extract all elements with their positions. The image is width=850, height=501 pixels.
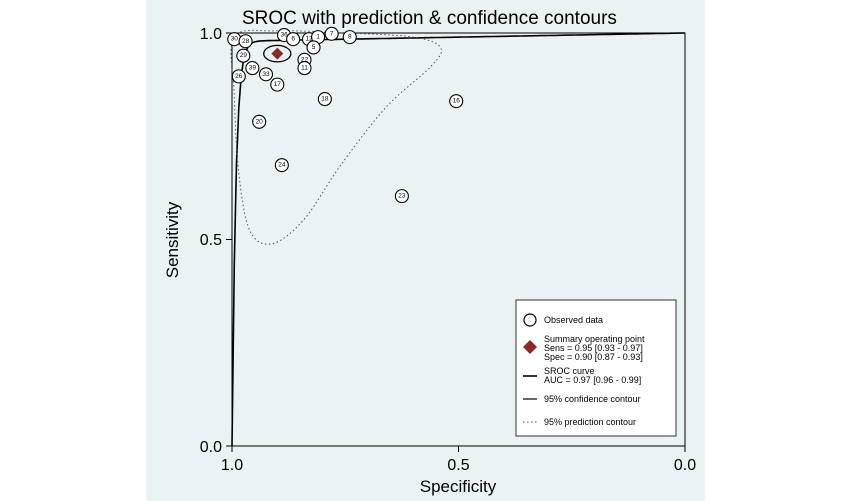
observed-point-11 (297, 61, 312, 76)
observed-point-label-30: 30 (231, 36, 239, 43)
legend: Observed data Summary operating point Se… (515, 299, 677, 437)
x-tick-label-0.5: 0.5 (447, 457, 469, 474)
observed-point-label-5: 5 (312, 44, 316, 51)
observed-point-label-20: 20 (256, 118, 264, 125)
observed-point-18 (317, 92, 332, 107)
observed-point-28 (238, 34, 253, 49)
legend-summary-spec: Spec = 0.90 [0.87 - 0.93] (544, 352, 643, 362)
legend-summary-sens: Sens = 0.95 [0.93 - 0.97] (544, 343, 643, 353)
observed-point-label-6: 6 (291, 36, 295, 43)
observed-point-17 (270, 77, 285, 92)
y-tick-label-1: 1.0 (200, 26, 222, 43)
x-axis-label: Specificity (420, 477, 497, 496)
observed-point-label-11: 11 (301, 65, 308, 72)
sroc-chart: SROC with prediction & confidence contou… (163, 8, 696, 496)
observed-point-16 (449, 94, 464, 109)
chart-title: SROC with prediction & confidence contou… (242, 8, 617, 29)
observed-point-label-39: 39 (249, 65, 257, 72)
observed-point-8 (342, 30, 357, 45)
observed-point-7 (324, 26, 339, 41)
summary-point-layer (271, 47, 284, 60)
observed-point-label-28: 28 (242, 38, 250, 45)
observed-point-label-16: 16 (453, 98, 461, 105)
y-tick-label-0.5: 0.5 (200, 232, 222, 249)
legend-summary-marker (523, 340, 537, 354)
observed-point-label-18: 18 (321, 96, 329, 103)
observed-point-label-29: 29 (240, 52, 248, 59)
observed-point-label-23: 23 (398, 193, 406, 200)
observed-point-6 (286, 32, 301, 47)
legend-confidence-label: 95% confidence contour (544, 394, 641, 404)
observed-point-label-8: 8 (348, 34, 352, 41)
observed-point-label-33: 33 (262, 71, 270, 78)
x-tick-label-1: 1.0 (221, 457, 243, 474)
y-tick-label-0: 0.0 (200, 439, 222, 456)
observed-point-23 (394, 189, 409, 204)
observed-point-39 (245, 61, 260, 76)
legend-sroc-title: SROC curve (544, 366, 595, 376)
observed-point-20 (252, 114, 267, 129)
prediction-contour (230, 29, 443, 245)
confidence-contour (263, 44, 292, 63)
observed-point-24 (274, 158, 289, 173)
observed-point-33 (258, 67, 274, 82)
summary-operating-point (271, 47, 284, 60)
observed-point-label-26: 26 (235, 73, 243, 80)
legend-sroc-auc: AUC = 0.97 [0.96 - 0.99] (544, 375, 641, 385)
observed-point-label-22: 22 (301, 56, 309, 63)
legend-observed-label: Observed data (544, 315, 603, 325)
observed-point-label-17: 17 (274, 81, 282, 88)
observed-point-label-24: 24 (278, 162, 286, 169)
observed-point-label-1: 1 (316, 34, 320, 41)
observed-point-label-36: 36 (280, 32, 288, 39)
y-axis-label: Sensitivity (163, 201, 182, 278)
legend-observed-marker (523, 313, 537, 327)
observed-point-label-7: 7 (330, 30, 334, 37)
legend-box (515, 299, 677, 437)
legend-prediction-label: 95% prediction contour (544, 417, 636, 427)
plot-panel: SROC with prediction & confidence contou… (146, 0, 705, 501)
legend-summary-title: Summary operating point (544, 334, 645, 344)
observed-point-5 (306, 40, 321, 55)
x-tick-label-0: 0.0 (674, 457, 696, 474)
observed-point-label-12: 12 (305, 36, 313, 43)
observed-point-29 (236, 48, 251, 63)
observed-point-26 (231, 69, 246, 84)
